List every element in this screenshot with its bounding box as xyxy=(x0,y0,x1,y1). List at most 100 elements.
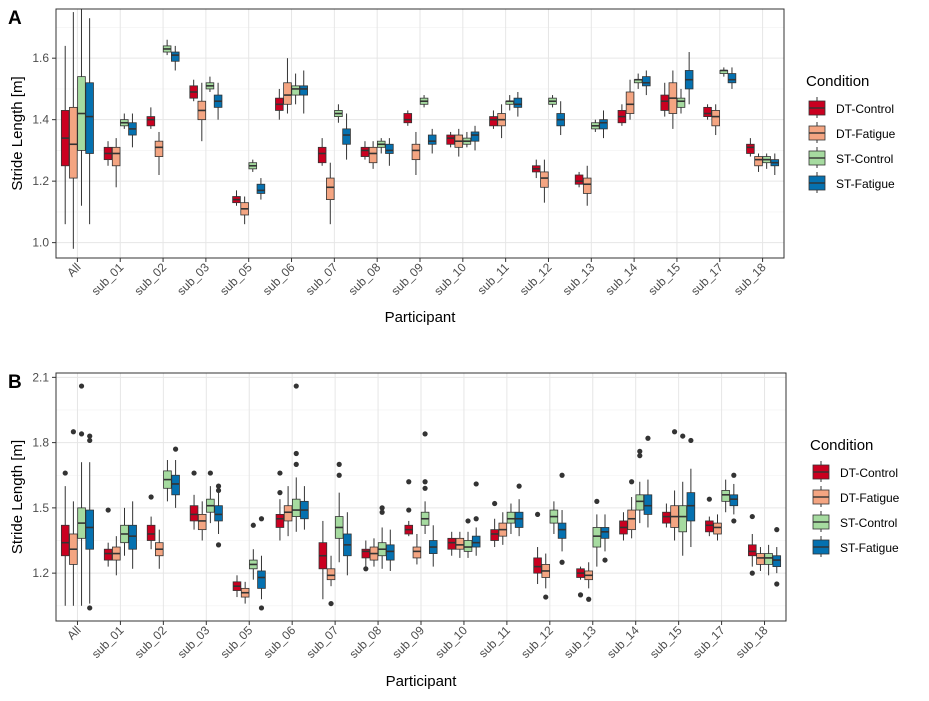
outlier-point xyxy=(594,498,600,504)
outlier-point xyxy=(105,507,111,513)
box-st-fatigue-sub_03 xyxy=(214,492,223,534)
outlier-point xyxy=(215,487,222,494)
box-body xyxy=(513,97,523,108)
box-dt-fatigue-sub_05 xyxy=(240,196,249,225)
box-st-fatigue-sub_07 xyxy=(343,512,352,576)
x-tick-label: sub_09 xyxy=(388,260,426,298)
box-st-control-sub_07 xyxy=(334,104,343,123)
box-body xyxy=(557,522,567,539)
box-body xyxy=(490,529,499,541)
x-tick-label: sub_12 xyxy=(518,623,556,661)
outlier-point xyxy=(336,461,342,467)
box-dt-fatigue-sub_02 xyxy=(154,131,164,175)
outlier-point xyxy=(559,559,565,565)
outlier-point xyxy=(172,446,179,452)
outlier-point xyxy=(516,483,522,489)
box-st-control-sub_13 xyxy=(592,514,602,567)
box-body xyxy=(291,498,301,517)
legend-item-dt-fatigue: DT-Fatigue xyxy=(808,122,896,143)
box-st-fatigue-sub_10 xyxy=(471,527,481,556)
box-st-control-sub_15 xyxy=(676,88,686,114)
box-body xyxy=(386,544,395,561)
box-dt-control-sub_10 xyxy=(447,531,456,556)
box-dt-fatigue-sub_12 xyxy=(541,553,551,589)
box-st-control-sub_17 xyxy=(721,479,730,513)
outlier-point xyxy=(78,383,85,389)
box-st-fatigue-sub_09 xyxy=(428,525,438,567)
legend-item-st-fatigue: ST-Fatigue xyxy=(812,536,899,557)
box-st-fatigue-sub_02 xyxy=(171,45,180,71)
box-st-control-sub_05 xyxy=(248,159,258,172)
box-body xyxy=(103,548,113,561)
outlier-point xyxy=(602,557,608,563)
x-tick-label: sub_06 xyxy=(260,260,298,298)
box-body xyxy=(662,511,671,524)
box-dt-control-sub_10 xyxy=(446,131,455,148)
box-body xyxy=(128,524,137,550)
box-body xyxy=(256,183,266,194)
box-st-fatigue-sub_14 xyxy=(643,479,653,528)
box-st-control-sub_12 xyxy=(548,95,557,108)
box-st-control-sub_14 xyxy=(633,73,643,89)
box-dt-control-sub_07 xyxy=(317,138,327,166)
box-st-control-sub_18 xyxy=(762,153,771,169)
box-dt-fatigue-sub_03 xyxy=(197,82,207,142)
box-body xyxy=(299,85,308,96)
box-dt-control-sub_06 xyxy=(275,499,285,541)
x-tick-label: sub_17 xyxy=(690,623,728,661)
outlier-point xyxy=(671,429,678,435)
box-st-control-sub_06 xyxy=(291,73,300,105)
box-dt-control-sub_14 xyxy=(619,512,628,541)
box-body xyxy=(283,82,292,105)
x-tick-label: sub_12 xyxy=(517,260,555,298)
box-dt-control-All xyxy=(60,486,70,606)
box-st-fatigue-sub_01 xyxy=(128,501,137,569)
x-tick-label: sub_10 xyxy=(431,260,469,298)
y-axis-title: Stride Length [m] xyxy=(9,76,26,190)
outlier-point xyxy=(277,470,283,476)
box-dt-fatigue-sub_06 xyxy=(283,486,293,537)
box-body xyxy=(642,76,651,87)
box-body xyxy=(746,143,755,154)
box-dt-fatigue-sub_18 xyxy=(756,547,765,571)
y-tick-label: 1.2 xyxy=(32,566,49,580)
outlier-point xyxy=(87,433,93,439)
x-tick-label: sub_11 xyxy=(476,623,513,660)
box-st-fatigue-sub_05 xyxy=(257,555,266,600)
box-dt-control-sub_18 xyxy=(746,138,755,157)
box-body xyxy=(326,177,335,200)
box-st-control-sub_03 xyxy=(206,486,215,524)
box-body xyxy=(283,505,293,522)
box-body xyxy=(85,509,94,550)
outlier-point xyxy=(207,470,213,476)
x-tick-label: sub_01 xyxy=(89,623,127,661)
box-st-control-All xyxy=(77,462,86,606)
box-body xyxy=(678,505,687,533)
box-st-fatigue-sub_06 xyxy=(299,70,308,114)
legend-label: ST-Fatigue xyxy=(836,177,895,191)
box-dt-control-sub_11 xyxy=(489,110,498,129)
box-body xyxy=(660,94,669,111)
legend-title: Condition xyxy=(810,437,873,454)
box-body xyxy=(427,134,437,145)
box-body xyxy=(599,119,608,130)
box-body xyxy=(713,522,722,535)
box-dt-fatigue-sub_09 xyxy=(412,533,422,565)
box-body xyxy=(625,91,635,114)
outlier-point xyxy=(406,507,412,513)
y-tick-label: 2.1 xyxy=(32,370,49,384)
box-st-fatigue-sub_05 xyxy=(256,178,266,200)
box-body xyxy=(705,520,714,533)
x-tick-label: sub_14 xyxy=(604,623,642,661)
box-body xyxy=(291,85,300,96)
box-dt-control-sub_06 xyxy=(275,88,284,120)
box-body xyxy=(686,492,696,522)
outlier-point xyxy=(277,490,283,496)
x-tick-label: sub_17 xyxy=(688,260,726,298)
box-st-fatigue-sub_10 xyxy=(470,125,480,151)
outlier-point xyxy=(70,429,76,435)
outlier-point xyxy=(731,472,737,478)
outlier-point xyxy=(731,518,737,524)
legend-label: DT-Control xyxy=(840,466,898,480)
